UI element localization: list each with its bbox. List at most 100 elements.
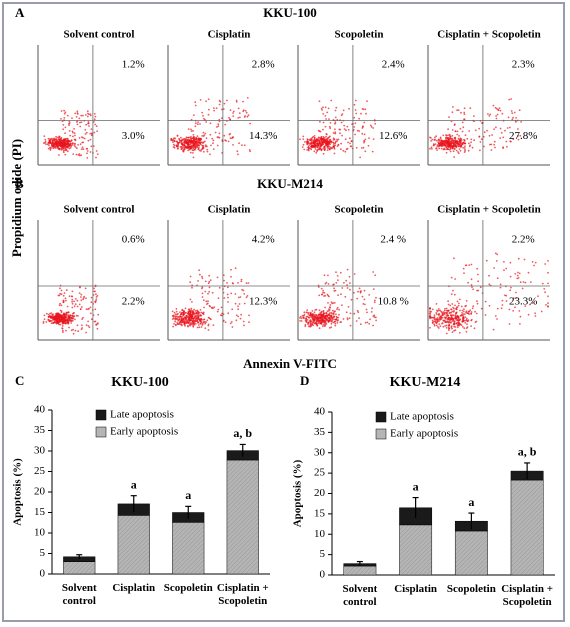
chart-label: D (300, 373, 309, 388)
dot (185, 137, 187, 140)
lower-percent: 12.3% (249, 296, 277, 308)
dot (323, 146, 326, 149)
dot (372, 288, 375, 290)
dot (80, 114, 83, 117)
dot (468, 142, 470, 145)
dot (375, 316, 377, 319)
annotation: a, b (233, 426, 252, 440)
dot (195, 318, 198, 320)
dot (315, 322, 318, 324)
dot (245, 296, 248, 299)
dot (90, 301, 93, 304)
dot (197, 280, 200, 282)
dot (197, 317, 199, 319)
dot (55, 145, 57, 148)
dot (223, 297, 226, 299)
dot (325, 318, 328, 320)
dot (480, 138, 483, 141)
dot (522, 281, 525, 283)
dot (373, 301, 376, 304)
dot (321, 293, 323, 296)
dot (454, 130, 457, 133)
dot (453, 156, 455, 158)
dot (196, 135, 199, 138)
dot (468, 313, 470, 315)
dot (437, 327, 440, 329)
dot (61, 144, 63, 147)
dot (68, 124, 70, 126)
dot (201, 292, 204, 295)
dot (53, 137, 55, 140)
dot (223, 279, 225, 282)
dot (544, 263, 547, 265)
dot (462, 317, 465, 320)
dot (174, 324, 177, 327)
dot (83, 295, 85, 298)
dot (174, 137, 177, 140)
dot (547, 305, 549, 308)
dot (372, 127, 375, 129)
dot (243, 116, 246, 118)
plot-title: Cisplatin + Scopoletin (437, 204, 540, 216)
dot (547, 302, 549, 305)
dot (518, 109, 521, 112)
dot (445, 151, 448, 154)
dot (193, 144, 196, 146)
dot (59, 292, 62, 295)
dot (76, 299, 79, 302)
dot (93, 287, 95, 290)
dot (449, 311, 451, 314)
dot (450, 293, 453, 295)
dot (84, 287, 87, 290)
dot (62, 294, 65, 297)
dot (80, 148, 83, 151)
dot (496, 307, 499, 310)
dot (476, 300, 478, 303)
dot (314, 148, 317, 150)
dot (309, 314, 311, 317)
dot (71, 144, 74, 146)
dot (94, 123, 97, 126)
dot (434, 318, 437, 320)
dot (465, 319, 467, 322)
dot (232, 110, 235, 113)
dot (63, 312, 65, 315)
dot (171, 314, 174, 317)
dot (323, 141, 325, 144)
dot (320, 143, 322, 146)
dot (190, 135, 192, 138)
dot (191, 137, 194, 140)
dot (372, 138, 375, 141)
dot (320, 315, 323, 318)
dot (447, 137, 450, 140)
dot (452, 106, 454, 108)
dot (345, 279, 348, 282)
plot-title: Solvent control (64, 29, 135, 41)
dot (322, 314, 324, 317)
dot (182, 150, 185, 153)
dot (187, 143, 189, 146)
dot (510, 98, 513, 100)
dot (448, 148, 451, 151)
dot (207, 113, 210, 116)
dot (436, 318, 439, 321)
dot (340, 114, 343, 117)
dot (197, 141, 200, 144)
dot (213, 306, 216, 309)
dot (244, 110, 247, 112)
dot (190, 143, 192, 145)
dot (60, 304, 63, 307)
dot (484, 300, 487, 303)
dot (181, 147, 184, 150)
dot (220, 306, 223, 309)
dot (47, 147, 50, 150)
dot (316, 319, 319, 322)
dot (327, 274, 329, 277)
dot (242, 320, 245, 323)
dot (337, 143, 340, 146)
dot (429, 136, 431, 139)
dot (175, 140, 178, 143)
y-tick-label: 25 (314, 467, 326, 479)
y-tick-label: 20 (34, 486, 46, 498)
dot (235, 101, 238, 103)
